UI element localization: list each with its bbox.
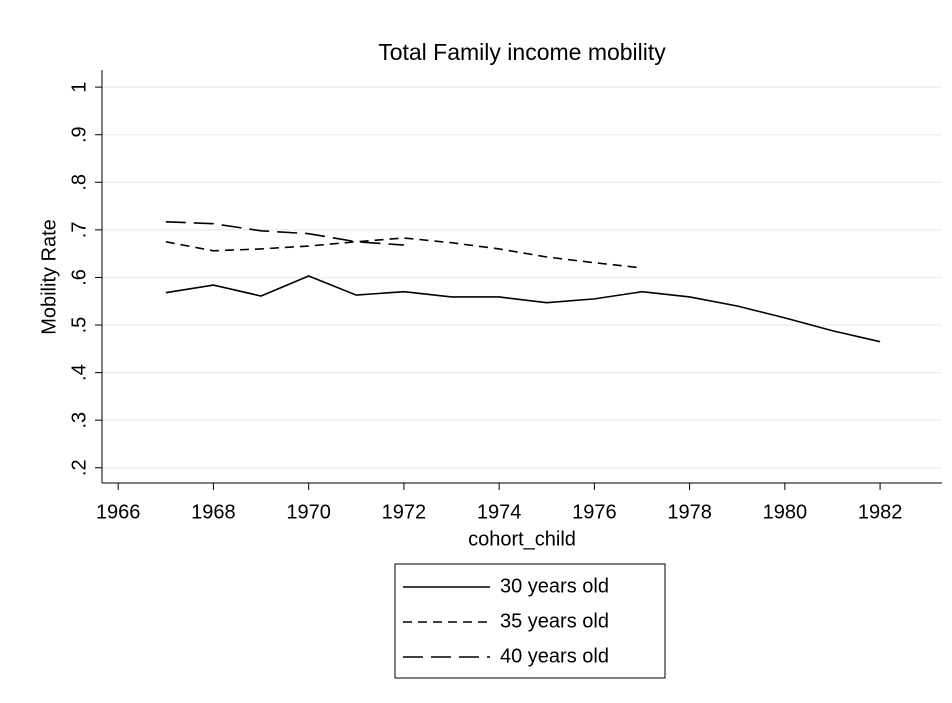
legend-label: 30 years old — [500, 575, 609, 597]
line-series — [165, 237, 643, 269]
legend-label: 35 years old — [500, 610, 609, 632]
x-tick-label: 1966 — [96, 501, 141, 523]
x-tick-label: 1970 — [286, 501, 331, 523]
legend-box — [394, 563, 666, 679]
x-tick-label: 1980 — [763, 501, 808, 523]
line-series — [165, 275, 881, 343]
y-tick-label: .3 — [68, 412, 90, 429]
y-tick-label: .8 — [68, 174, 90, 191]
x-tick-label: 1976 — [572, 501, 617, 523]
x-tick-label: 1968 — [191, 501, 236, 523]
legend-label: 40 years old — [500, 645, 609, 667]
y-tick-label: .5 — [68, 317, 90, 334]
x-axis-label: cohort_child — [468, 528, 576, 550]
x-tick-label: 1972 — [382, 501, 427, 523]
x-tick-label: 1974 — [477, 501, 522, 523]
x-tick-label: 1982 — [858, 501, 903, 523]
y-axis-label: Mobility Rate — [38, 219, 60, 335]
chart-title: Total Family income mobility — [378, 39, 666, 65]
y-tick-label: .9 — [68, 126, 90, 143]
y-tick-label: .4 — [68, 364, 90, 381]
y-tick-label: .2 — [68, 459, 90, 476]
y-tick-label: .7 — [68, 222, 90, 239]
line-series — [165, 220, 404, 246]
y-tick-label: 1 — [68, 82, 90, 93]
x-tick-label: 1978 — [667, 501, 712, 523]
y-tick-label: .6 — [68, 269, 90, 286]
